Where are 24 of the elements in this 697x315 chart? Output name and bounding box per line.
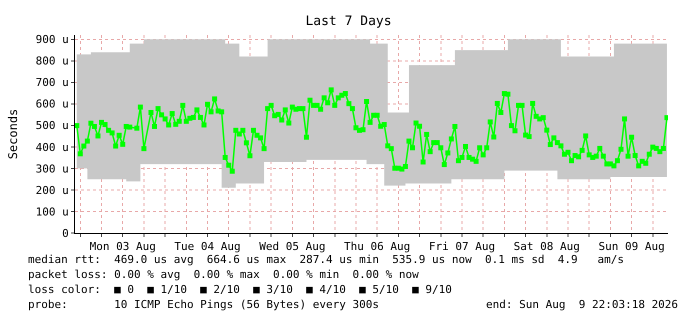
text: loss color: ■ 0 ■ 1/10 ■ 2/10 ■ 3/10 ■ 4/10 ■ 5/10 ■ 9/10 <box>28 283 452 296</box>
y-tick-label: 300 u <box>36 162 69 176</box>
x-tick-label: Wed 05 Aug <box>259 240 326 254</box>
y-tick-label: 0 <box>62 226 69 240</box>
x-tick-label: Thu 06 Aug <box>344 240 410 254</box>
y-tick-label: 100 u <box>36 205 69 218</box>
y-tick-label: 900 u <box>36 33 69 46</box>
y-tick-label: 600 u <box>36 98 69 111</box>
x-tick-label: Sun 09 Aug <box>598 240 665 254</box>
chart-title: Last 7 Days <box>305 14 392 29</box>
y-tick-label: 400 u <box>36 140 69 154</box>
y-axis-title: Seconds <box>6 108 20 160</box>
x-tick-label: Mon 03 Aug <box>90 240 156 254</box>
x-tick-label: Fri 07 Aug <box>428 240 496 254</box>
x-tick-label: Tue 04 Aug <box>174 240 241 254</box>
text: probe: 10 ICMP Echo Pings (56 Bytes) every 300s <box>28 298 379 311</box>
y-tick-label: 200 u <box>36 184 69 197</box>
text: end: Sun Aug 9 22:03:18 2026 <box>486 298 678 311</box>
text: packet loss: 0.00 % avg 0.00 % max 0.00 % min 0.00 % now <box>28 268 420 281</box>
text: median rtt: 469.0 us avg 664.6 us max 287.4 us min 535.9 us now 0.1 ms sd 4.9 am/s <box>28 253 624 266</box>
y-tick-label: 700 u <box>36 76 69 90</box>
x-tick-label: Sat 08 Aug <box>514 240 580 254</box>
y-tick-label: 800 u <box>36 54 69 68</box>
y-tick-label: 500 u <box>36 119 69 132</box>
